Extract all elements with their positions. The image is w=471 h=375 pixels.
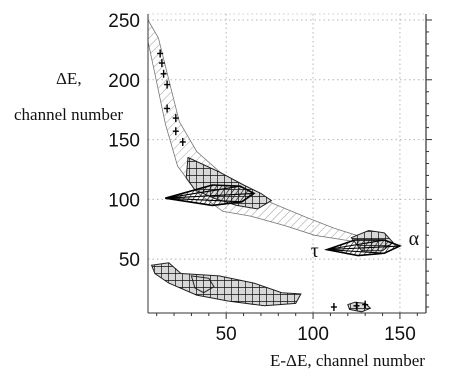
x-tick-label: 50 [216, 324, 237, 345]
y-tick-label: 100 [108, 190, 140, 211]
wedge-ray [165, 197, 242, 203]
wedge-ray [165, 192, 255, 199]
wedge-ray [326, 249, 385, 254]
y-axis-title-line1: ΔE, [56, 69, 82, 88]
cluster-grid [191, 275, 214, 293]
x-tick-label: 150 [384, 324, 416, 345]
annotation-label: τ [311, 240, 319, 262]
wedge-ray [165, 184, 213, 199]
axes: 50 100 150 200 250 50 100 150 τ α [108, 11, 432, 345]
x-tick-label: 100 [297, 324, 329, 345]
wedge-markers [165, 184, 402, 257]
y-tick-label: 200 [108, 71, 140, 92]
particle-bands [147, 18, 377, 245]
y-tick-label: 250 [108, 11, 140, 32]
y-axis-title-line2: channel number [14, 105, 123, 124]
cluster-grid [347, 302, 371, 312]
wedge-ray [326, 245, 400, 251]
wedge-ray [326, 239, 355, 251]
wedge-ray [165, 185, 241, 199]
wedge-ray [326, 249, 359, 257]
scatter-points [157, 49, 369, 312]
wedge-ray [326, 239, 385, 251]
cluster-grid [151, 262, 301, 306]
y-tick-label: 150 [108, 131, 140, 152]
annotation-label: α [409, 228, 420, 250]
wedge-marker [165, 184, 256, 207]
x-axis-title: E-ΔE, channel number [270, 351, 425, 370]
hatched-band [147, 18, 377, 245]
wedge-ray [165, 197, 213, 206]
data-clusters [150, 156, 394, 313]
y-tick-label: 50 [119, 250, 140, 271]
